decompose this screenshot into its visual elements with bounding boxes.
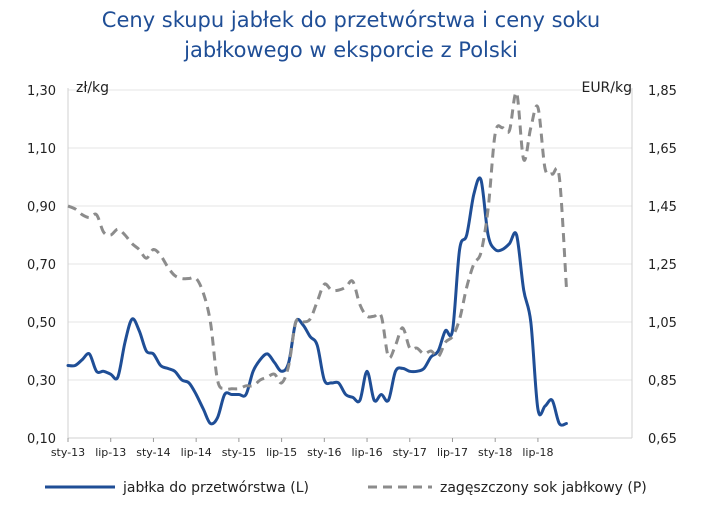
x-tick-label: sty-16 <box>307 446 341 459</box>
right-axis-ticks: 0,65 0,85 1,05 1,25 1,45 1,65 1,85 <box>648 84 677 447</box>
x-tick-label: lip-16 <box>352 446 383 459</box>
right-tick-label: 1,65 <box>648 142 677 157</box>
series-line-juice <box>67 91 568 391</box>
left-tick-label: 0,70 <box>27 258 56 273</box>
x-tick-label: sty-13 <box>51 446 85 459</box>
chart-title-line-1: Ceny skupu jabłek do przetwórstwa i ceny… <box>102 8 600 32</box>
legend-label-apples: jabłka do przetwórstwa (L) <box>122 480 309 496</box>
x-tick-label: lip-17 <box>437 446 468 459</box>
legend-label-juice: zagęszczony sok jabłkowy (P) <box>440 480 647 496</box>
right-tick-label: 1,85 <box>648 84 677 99</box>
x-tick-label: lip-13 <box>95 446 126 459</box>
left-axis-ticks: 0,10 0,30 0,50 0,70 0,90 1,10 1,30 <box>27 84 56 447</box>
left-tick-label: 0,30 <box>27 374 56 389</box>
x-tick-label: sty-14 <box>136 446 170 459</box>
x-tick-label: sty-17 <box>393 446 427 459</box>
right-tick-label: 0,65 <box>648 432 677 447</box>
left-tick-label: 1,30 <box>27 84 56 99</box>
left-axis-unit: zł/kg <box>76 80 109 96</box>
left-tick-label: 1,10 <box>27 142 56 157</box>
x-tick-label: lip-14 <box>181 446 212 459</box>
x-tick-label: lip-18 <box>522 446 553 459</box>
series-line-apples <box>66 176 568 427</box>
x-tick-label: sty-15 <box>222 446 256 459</box>
x-axis-ticks: sty-13 lip-13 sty-14 lip-14 sty-15 lip-15 sty-… <box>51 438 553 459</box>
x-tick-label: lip-15 <box>266 446 297 459</box>
right-tick-label: 1,25 <box>648 258 677 273</box>
x-tick-label: sty-18 <box>478 446 512 459</box>
right-axis-unit: EUR/kg <box>581 80 632 96</box>
left-tick-label: 0,10 <box>27 432 56 447</box>
gridlines <box>67 88 633 439</box>
left-tick-label: 0,50 <box>27 316 56 331</box>
right-tick-label: 1,05 <box>648 316 677 331</box>
series-layer <box>66 91 568 427</box>
right-tick-label: 0,85 <box>648 374 677 389</box>
right-tick-label: 1,45 <box>648 200 677 215</box>
chart-title-line-2: jabłkowego w eksporcie z Polski <box>183 38 518 62</box>
legend: jabłka do przetwórstwa (L) zagęszczony s… <box>45 480 647 496</box>
left-tick-label: 0,90 <box>27 200 56 215</box>
